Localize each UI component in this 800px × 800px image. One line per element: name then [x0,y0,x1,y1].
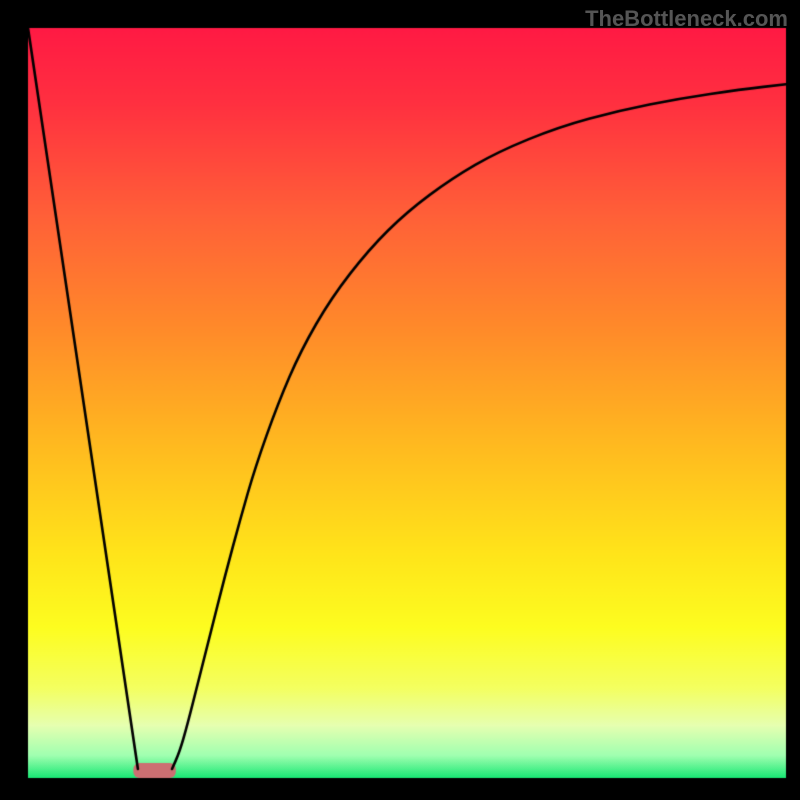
chart-container: TheBottleneck.com [0,0,800,800]
watermark-text: TheBottleneck.com [585,6,788,32]
bottleneck-chart-canvas [0,0,800,800]
